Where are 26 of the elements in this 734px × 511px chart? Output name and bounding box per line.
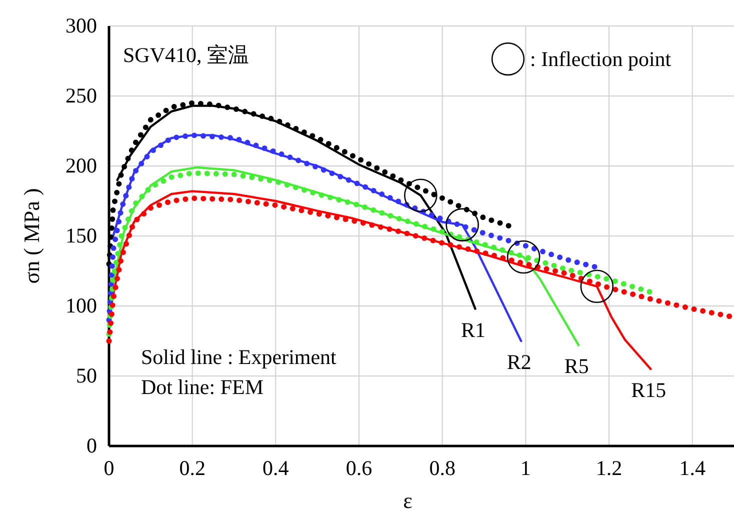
x-tick-label: 0 — [104, 456, 114, 480]
annotation: SGV410, 室温 — [123, 43, 250, 67]
annotation: : Inflection point — [530, 47, 672, 71]
annotation: Dot line: FEM — [141, 375, 264, 399]
y-tick-label: 250 — [66, 84, 97, 108]
x-tick-label: 0.8 — [429, 456, 456, 480]
annotation: Solid line : Experiment — [141, 345, 337, 369]
series-label: R15 — [631, 378, 666, 402]
y-tick-label: 300 — [66, 14, 97, 38]
y-tick-label: 50 — [76, 364, 97, 388]
y-axis-title: σn ( MPa ) — [19, 188, 44, 284]
x-tick-label: 0.4 — [262, 456, 290, 480]
x-tick-label: 1 — [520, 456, 531, 480]
x-axis-title: ε — [403, 488, 412, 511]
series-label: R5 — [564, 354, 589, 378]
point — [404, 178, 438, 212]
series-label: R1 — [460, 318, 486, 342]
series-label: R2 — [506, 350, 532, 374]
y-tick-label: 150 — [66, 224, 97, 248]
x-tick-label: 1.4 — [679, 456, 706, 480]
y-tick-label: 0 — [86, 434, 97, 458]
x-tick-label: 0.6 — [346, 456, 372, 480]
y-tick-label: 200 — [66, 154, 97, 178]
x-tick-label: 0.2 — [179, 456, 206, 480]
x-tick-label: 1.2 — [596, 456, 622, 480]
y-tick-label: 100 — [66, 294, 97, 318]
